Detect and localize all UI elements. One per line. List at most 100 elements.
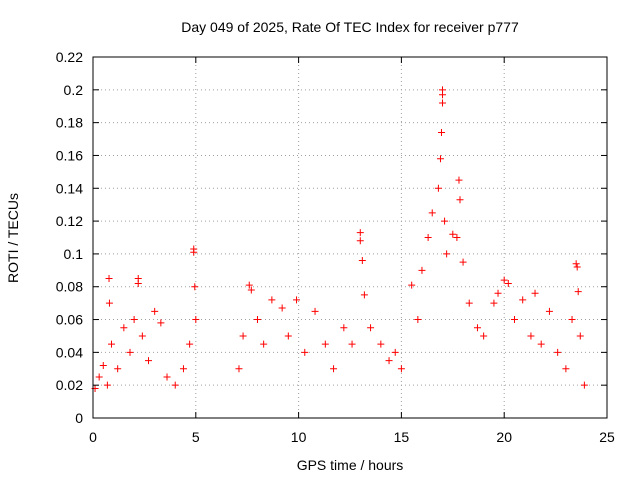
data-point bbox=[190, 248, 198, 256]
data-point bbox=[105, 275, 113, 283]
data-point bbox=[95, 373, 103, 381]
data-point bbox=[473, 324, 481, 332]
data-point bbox=[367, 324, 375, 332]
data-point bbox=[424, 234, 432, 241]
data-point bbox=[105, 299, 113, 307]
chart-title: Day 049 of 2025, Rate Of TEC Index for r… bbox=[181, 19, 519, 35]
data-point bbox=[278, 304, 286, 312]
data-point bbox=[284, 332, 292, 340]
data-point bbox=[453, 234, 461, 241]
y-tick-label: 0.1 bbox=[64, 246, 84, 262]
axis-ticks: 0 0.02 0.04 0.06 0.08 0.1 0.12 0.14 0.16 0.18 0.2 0… bbox=[56, 49, 615, 445]
data-point bbox=[145, 357, 153, 365]
data-point bbox=[120, 324, 128, 332]
data-point bbox=[321, 340, 329, 348]
data-point bbox=[568, 316, 576, 324]
y-tick-label: 0.12 bbox=[56, 213, 83, 229]
data-point bbox=[455, 176, 463, 184]
data-point bbox=[163, 373, 171, 381]
data-point bbox=[465, 299, 473, 307]
data-point bbox=[247, 286, 255, 294]
data-point bbox=[443, 250, 451, 258]
data-point bbox=[494, 289, 502, 297]
data-point bbox=[191, 283, 199, 291]
data-point bbox=[449, 230, 457, 238]
y-tick-label: 0 bbox=[75, 410, 83, 426]
y-axis-label: ROTI / TECUs bbox=[5, 193, 21, 283]
y-tick-label: 0.02 bbox=[56, 377, 83, 393]
data-point bbox=[179, 365, 187, 373]
data-point bbox=[459, 258, 467, 266]
y-tick-label: 0.22 bbox=[56, 49, 83, 65]
data-point bbox=[134, 279, 142, 287]
data-point bbox=[356, 229, 364, 237]
data-point bbox=[527, 332, 535, 340]
data-point bbox=[151, 307, 159, 315]
data-point bbox=[456, 196, 464, 204]
data-point bbox=[490, 299, 498, 307]
data-point bbox=[171, 381, 179, 389]
y-tick-label: 0.06 bbox=[56, 312, 83, 328]
data-point bbox=[377, 340, 385, 348]
data-point bbox=[138, 332, 146, 340]
y-tick-label: 0.16 bbox=[56, 147, 83, 163]
data-point bbox=[235, 365, 243, 373]
data-point bbox=[418, 266, 426, 274]
data-point bbox=[311, 307, 319, 315]
data-point bbox=[186, 340, 194, 348]
data-point bbox=[330, 365, 338, 373]
grid-lines bbox=[93, 57, 607, 418]
data-point bbox=[500, 276, 508, 284]
data-point bbox=[510, 316, 518, 324]
x-tick-label: 10 bbox=[291, 429, 307, 445]
data-point bbox=[580, 381, 588, 389]
data-points bbox=[91, 86, 588, 392]
data-point bbox=[439, 99, 447, 107]
data-point bbox=[358, 256, 366, 264]
x-tick-label: 25 bbox=[599, 429, 615, 445]
data-point bbox=[439, 91, 447, 99]
data-point bbox=[576, 332, 584, 340]
data-point bbox=[504, 279, 512, 287]
data-point bbox=[157, 319, 165, 327]
data-point bbox=[574, 288, 582, 296]
data-point bbox=[130, 316, 138, 324]
data-point bbox=[572, 260, 580, 268]
data-point bbox=[260, 340, 268, 348]
data-point bbox=[434, 184, 442, 192]
y-tick-label: 0.2 bbox=[64, 82, 84, 98]
y-tick-label: 0.14 bbox=[56, 180, 83, 196]
data-point bbox=[437, 128, 445, 136]
data-point bbox=[253, 316, 261, 324]
data-point bbox=[428, 209, 436, 217]
x-tick-label: 15 bbox=[394, 429, 410, 445]
x-tick-label: 0 bbox=[89, 429, 97, 445]
data-point bbox=[340, 324, 348, 332]
data-point bbox=[301, 348, 309, 356]
data-point bbox=[103, 381, 111, 389]
data-point bbox=[562, 365, 570, 373]
data-point bbox=[391, 348, 399, 356]
data-point bbox=[531, 289, 539, 297]
data-point bbox=[573, 263, 581, 271]
x-axis-label: GPS time / hours bbox=[297, 457, 404, 473]
data-point bbox=[414, 316, 422, 324]
data-point bbox=[537, 340, 545, 348]
x-tick-label: 20 bbox=[496, 429, 512, 445]
data-point bbox=[245, 281, 253, 289]
data-point bbox=[441, 217, 449, 225]
plot-frame bbox=[92, 56, 608, 419]
data-point bbox=[99, 361, 107, 369]
data-point bbox=[408, 281, 416, 289]
y-tick-label: 0.18 bbox=[56, 115, 83, 131]
data-point bbox=[348, 340, 356, 348]
data-point bbox=[356, 237, 364, 245]
data-point bbox=[268, 296, 276, 304]
y-tick-label: 0.08 bbox=[56, 279, 83, 295]
data-point bbox=[126, 348, 134, 356]
data-point bbox=[545, 307, 553, 315]
x-tick-label: 5 bbox=[192, 429, 200, 445]
data-point bbox=[192, 316, 200, 324]
data-point bbox=[397, 365, 405, 373]
